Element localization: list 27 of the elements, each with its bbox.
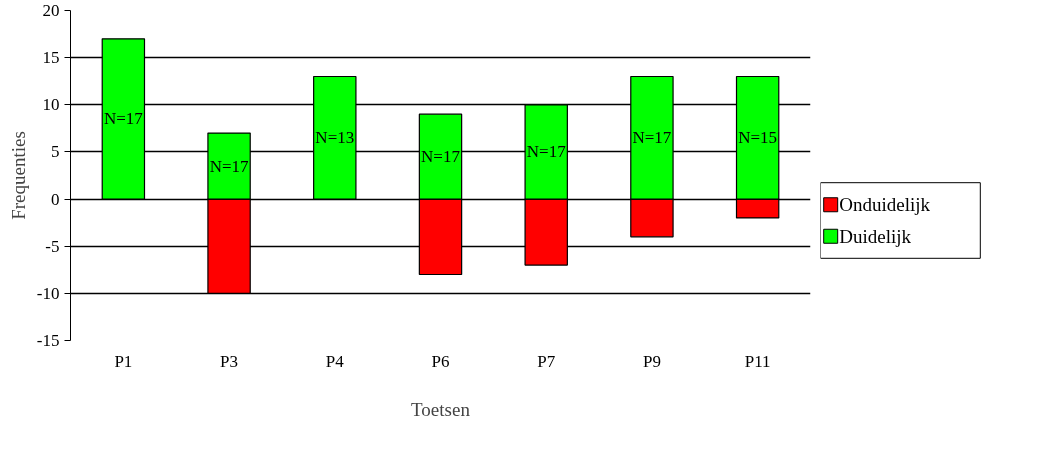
bar [313,75,357,200]
y-tick-label: 15 [42,48,60,68]
x-tick-label: P7 [537,351,556,371]
legend-label: Duidelijk [839,225,912,247]
x-tick-label: P11 [744,351,771,371]
x-tick-label: P3 [220,351,239,371]
y-tick-label: 20 [42,1,60,20]
y-tick-label: -5 [45,236,60,256]
y-tick-label: 0 [51,189,60,209]
x-tick-label: P1 [114,351,133,371]
annotation: N=17 [103,109,144,129]
annotation: N=17 [632,128,672,148]
x-tick-label: P6 [431,351,450,371]
y-tick-label: -15 [36,331,60,350]
y-tick-label: 5 [51,142,60,162]
annotation: N=15 [738,128,778,148]
y-tick-label: 10 [42,95,60,115]
annotation: N=17 [209,156,249,176]
annotation: N=17 [421,147,461,167]
annotation: N=17 [526,142,567,162]
x-tick-label: P9 [642,351,661,371]
x-axis-title: Toetsen [411,398,471,420]
annotation: N=13 [315,128,355,148]
y-axis-title: Frequenties [7,131,29,220]
legend-label: Onduidelijk [839,194,931,216]
x-tick-label: P4 [325,351,345,371]
y-tick-label: -10 [36,283,60,303]
